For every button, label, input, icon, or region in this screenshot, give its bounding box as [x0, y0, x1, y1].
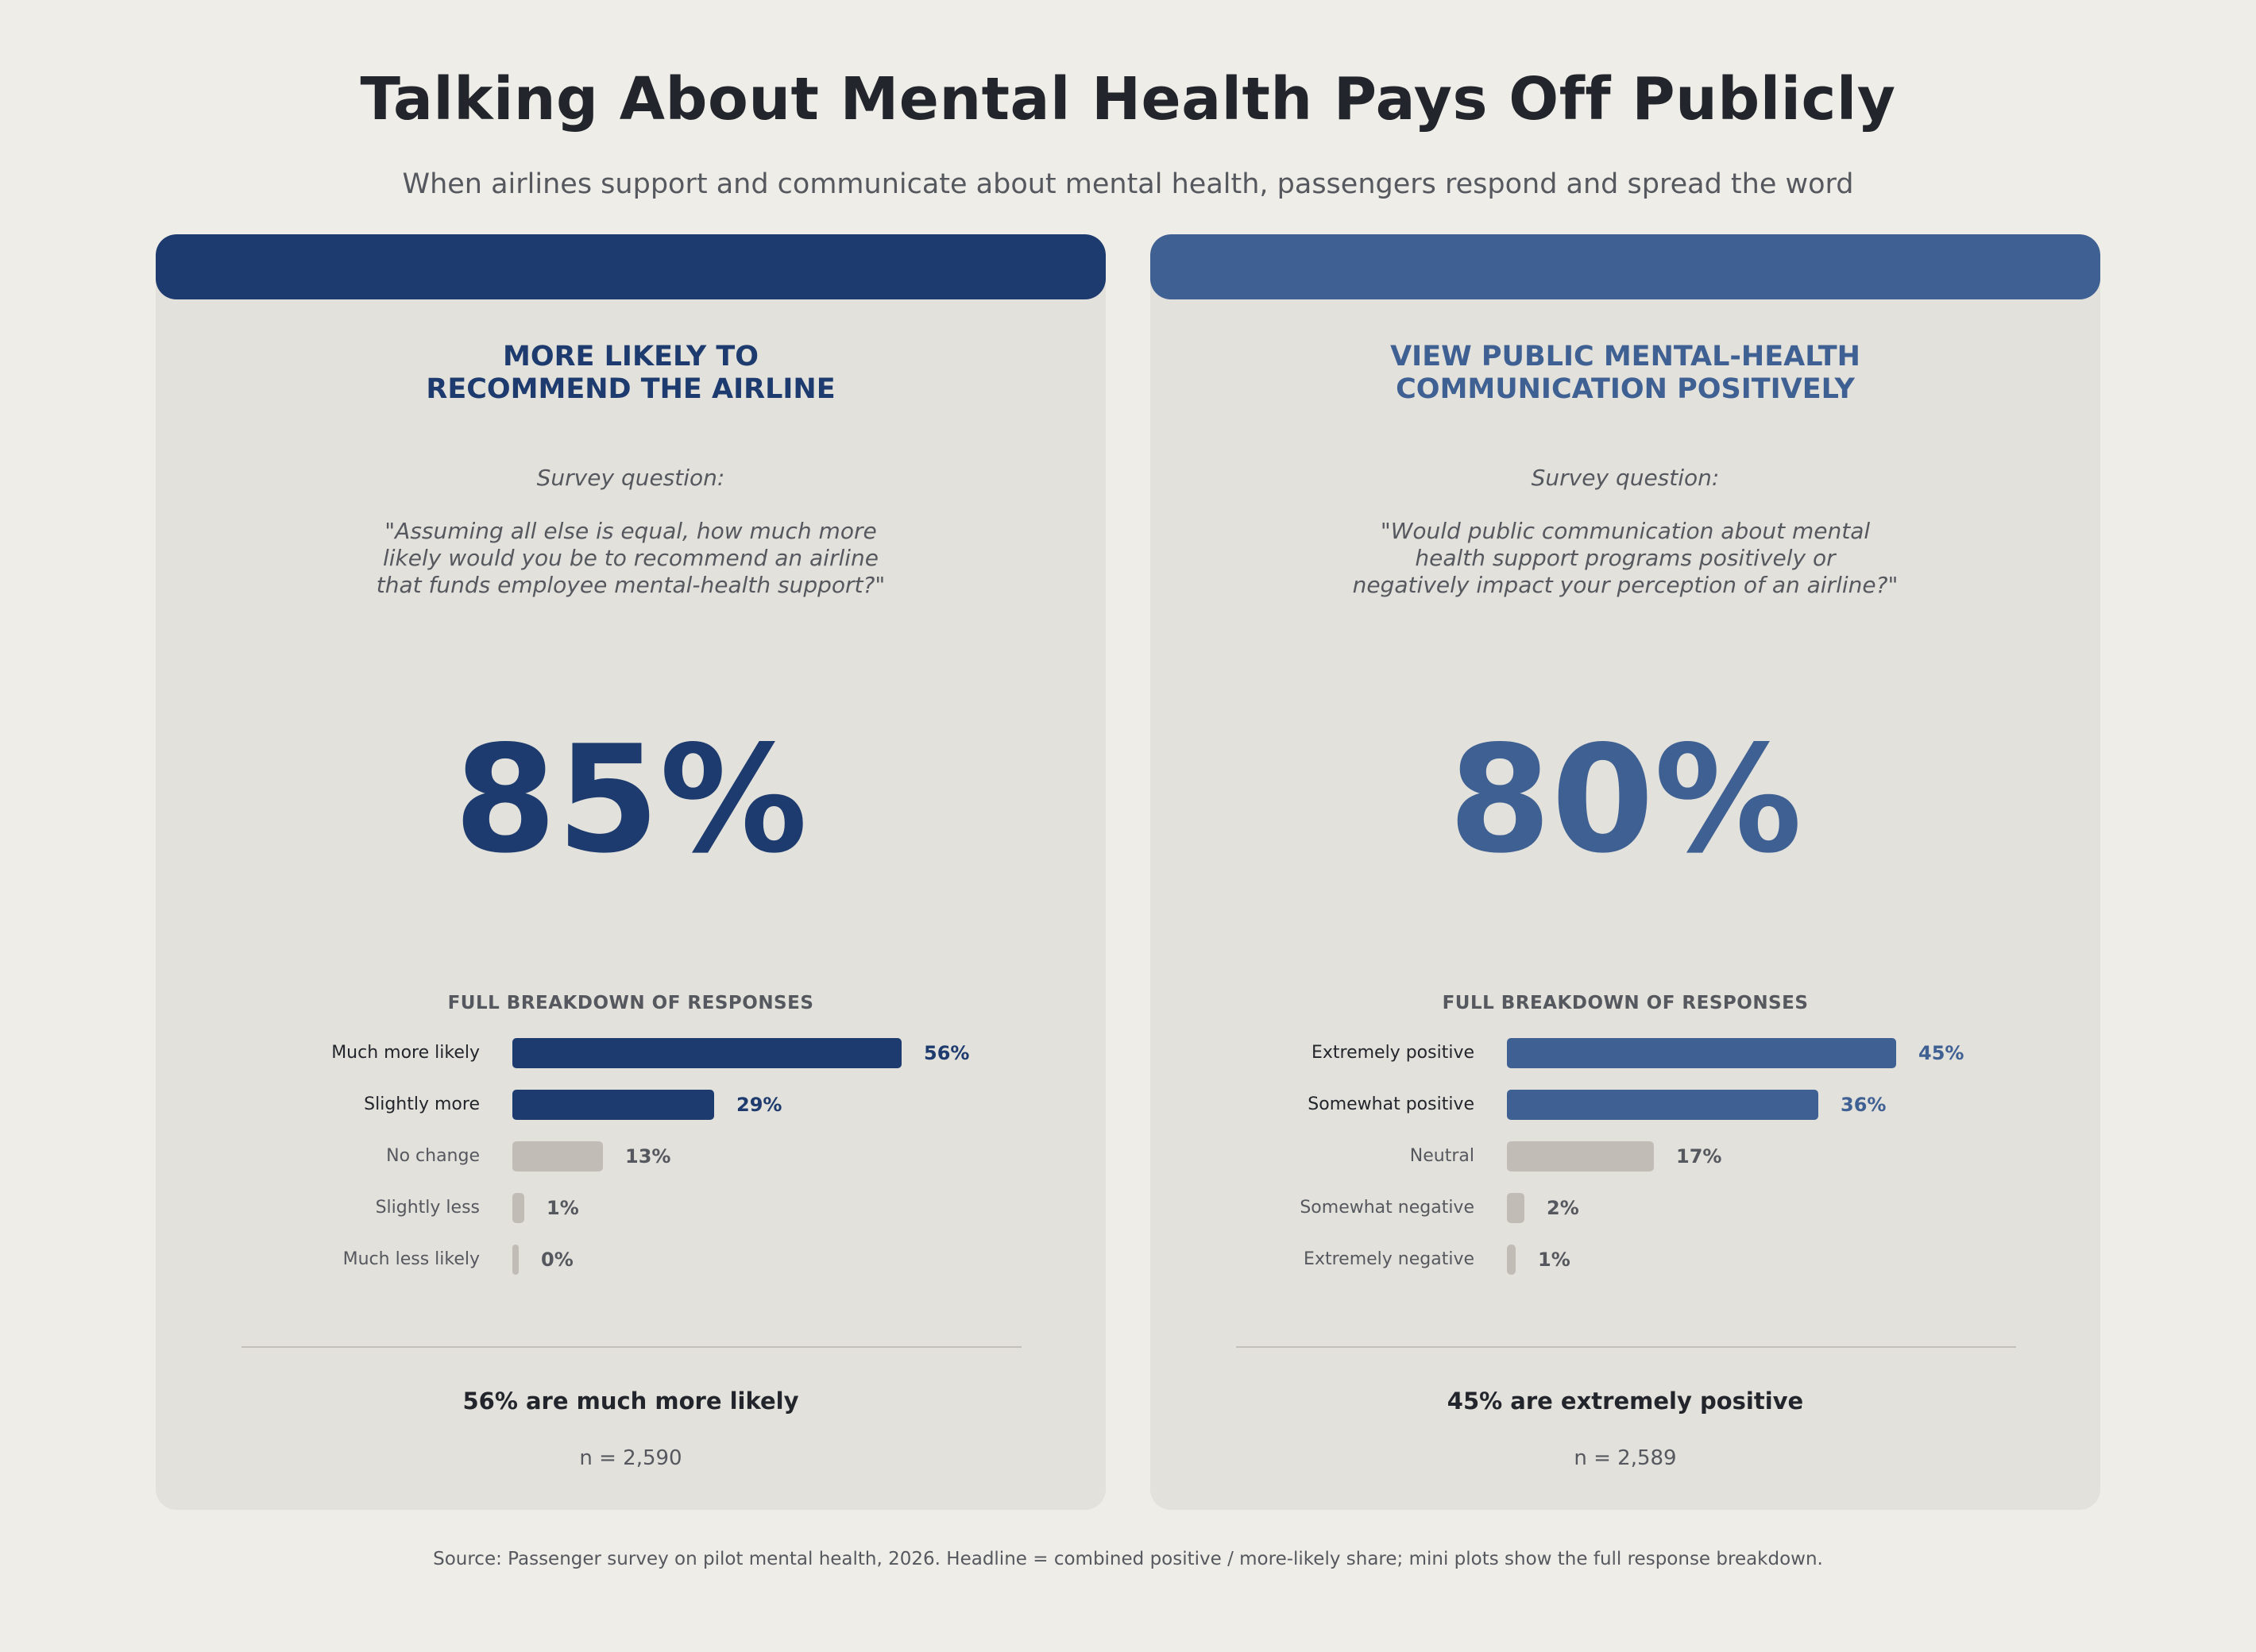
bar-category-label: Somewhat positive [1308, 1094, 1474, 1114]
bar-value-label: 0% [541, 1249, 574, 1271]
bar-value-label: 2% [1547, 1197, 1579, 1219]
bar [512, 1090, 714, 1120]
bar-category-label: Neutral [1409, 1146, 1474, 1166]
bar-value-label: 13% [625, 1145, 671, 1168]
card-heading-line1: VIEW PUBLIC MENTAL-HEALTH [1390, 341, 1860, 372]
headline-percentage: 80% [1448, 713, 1802, 886]
survey-question-line1: "Would public communication about mental [1380, 518, 1871, 544]
card-perception: VIEW PUBLIC MENTAL-HEALTH COMMUNICATION … [1150, 234, 2100, 1510]
bar-value-label: 36% [1841, 1094, 1887, 1116]
survey-question-line2: health support programs positively or [1415, 545, 1836, 571]
bar-value-label: 17% [1676, 1145, 1722, 1168]
bar-value-label: 1% [547, 1197, 579, 1219]
bar-category-label: Extremely negative [1304, 1249, 1474, 1269]
breakdown-title: FULL BREAKDOWN OF RESPONSES [1442, 993, 1809, 1013]
card-heading-line2: RECOMMEND THE AIRLINE [426, 373, 836, 405]
source-note: Source: Passenger survey on pilot mental… [433, 1549, 1823, 1569]
sample-size: n = 2,589 [1574, 1446, 1677, 1470]
survey-question-text: "Assuming all else is equal, how much mo… [156, 518, 1106, 599]
survey-question-text: "Would public communication about mental… [1150, 518, 2100, 599]
bar [1507, 1038, 1896, 1068]
bar-category-label: Somewhat negative [1300, 1198, 1474, 1218]
card-heading: MORE LIKELY TO RECOMMEND THE AIRLINE [156, 341, 1106, 406]
page-subtitle: When airlines support and communicate ab… [402, 168, 1854, 200]
survey-question-line3: that funds employee mental-health suppor… [376, 572, 886, 598]
summary-text: 45% are extremely positive [1447, 1388, 1804, 1415]
card-heading-line2: COMMUNICATION POSITIVELY [1396, 373, 1855, 405]
survey-question-label: Survey question: [1531, 465, 1720, 491]
card-heading-line1: MORE LIKELY TO [503, 341, 759, 372]
bar-category-label: Much less likely [342, 1249, 480, 1269]
sample-size: n = 2,590 [579, 1446, 682, 1470]
bar-category-label: Extremely positive [1311, 1043, 1474, 1063]
bar [512, 1141, 603, 1171]
survey-question-line1: "Assuming all else is equal, how much mo… [384, 518, 877, 544]
bar-category-label: Slightly less [375, 1198, 480, 1218]
divider [1236, 1346, 2016, 1348]
card-recommend: MORE LIKELY TO RECOMMEND THE AIRLINE Sur… [156, 234, 1106, 1510]
divider [241, 1346, 1022, 1348]
page-title: Talking About Mental Health Pays Off Pub… [360, 65, 1896, 133]
breakdown-title: FULL BREAKDOWN OF RESPONSES [447, 993, 814, 1013]
bar [512, 1038, 902, 1068]
survey-question-label: Survey question: [536, 465, 725, 491]
bar-value-label: 29% [736, 1094, 782, 1116]
bar [1507, 1193, 1524, 1223]
bar [1507, 1141, 1654, 1171]
bar [512, 1245, 519, 1275]
headline-percentage: 85% [454, 713, 808, 886]
survey-question-line3: negatively impact your perception of an … [1352, 572, 1899, 598]
bar-value-label: 45% [1918, 1042, 1964, 1064]
bar-category-label: No change [386, 1146, 480, 1166]
bar [512, 1193, 524, 1223]
bar-category-label: Slightly more [364, 1094, 480, 1114]
summary-text: 56% are much more likely [462, 1388, 799, 1415]
card-header-band [156, 234, 1106, 299]
card-heading: VIEW PUBLIC MENTAL-HEALTH COMMUNICATION … [1150, 341, 2100, 406]
bar [1507, 1090, 1818, 1120]
bar [1507, 1245, 1516, 1275]
bar-value-label: 56% [924, 1042, 970, 1064]
survey-question-line2: likely would you be to recommend an airl… [383, 545, 879, 571]
bar-category-label: Much more likely [331, 1043, 480, 1063]
card-header-band [1150, 234, 2100, 299]
bar-value-label: 1% [1538, 1249, 1570, 1271]
